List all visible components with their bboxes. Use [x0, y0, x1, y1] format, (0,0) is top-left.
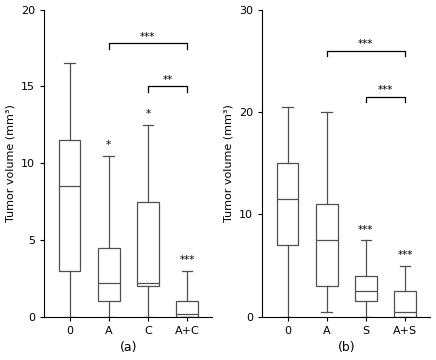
- Text: *: *: [145, 109, 150, 119]
- Text: ***: ***: [397, 250, 413, 260]
- Text: ***: ***: [179, 255, 195, 265]
- PathPatch shape: [355, 276, 377, 301]
- X-axis label: (b): (b): [337, 341, 355, 355]
- Text: ***: ***: [358, 225, 374, 234]
- PathPatch shape: [277, 163, 299, 245]
- Y-axis label: Tumor volume (mm³): Tumor volume (mm³): [6, 104, 16, 222]
- Text: ***: ***: [378, 85, 393, 95]
- PathPatch shape: [98, 248, 119, 301]
- PathPatch shape: [59, 140, 81, 271]
- Text: ***: ***: [140, 32, 156, 42]
- PathPatch shape: [316, 204, 337, 286]
- Y-axis label: Tumor volume (mm³): Tumor volume (mm³): [224, 104, 234, 222]
- PathPatch shape: [137, 202, 159, 286]
- X-axis label: (a): (a): [119, 341, 137, 355]
- Text: *: *: [106, 140, 111, 150]
- Text: ***: ***: [358, 39, 374, 49]
- PathPatch shape: [176, 301, 198, 317]
- Text: **: **: [162, 75, 173, 85]
- PathPatch shape: [394, 291, 416, 317]
